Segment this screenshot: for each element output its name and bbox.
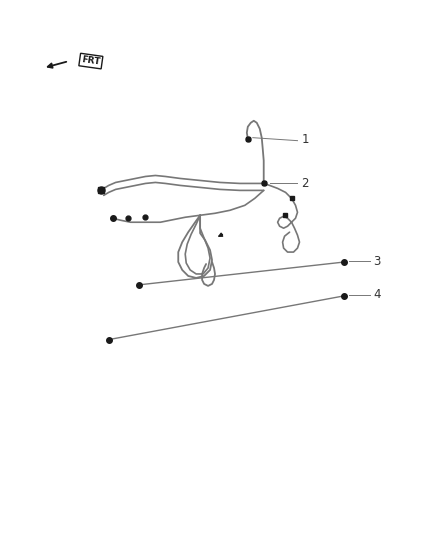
Text: 1: 1 (301, 133, 309, 146)
Text: 4: 4 (373, 288, 381, 301)
Text: FRT: FRT (81, 55, 101, 67)
Text: 2: 2 (301, 177, 309, 190)
Text: 3: 3 (373, 255, 380, 268)
